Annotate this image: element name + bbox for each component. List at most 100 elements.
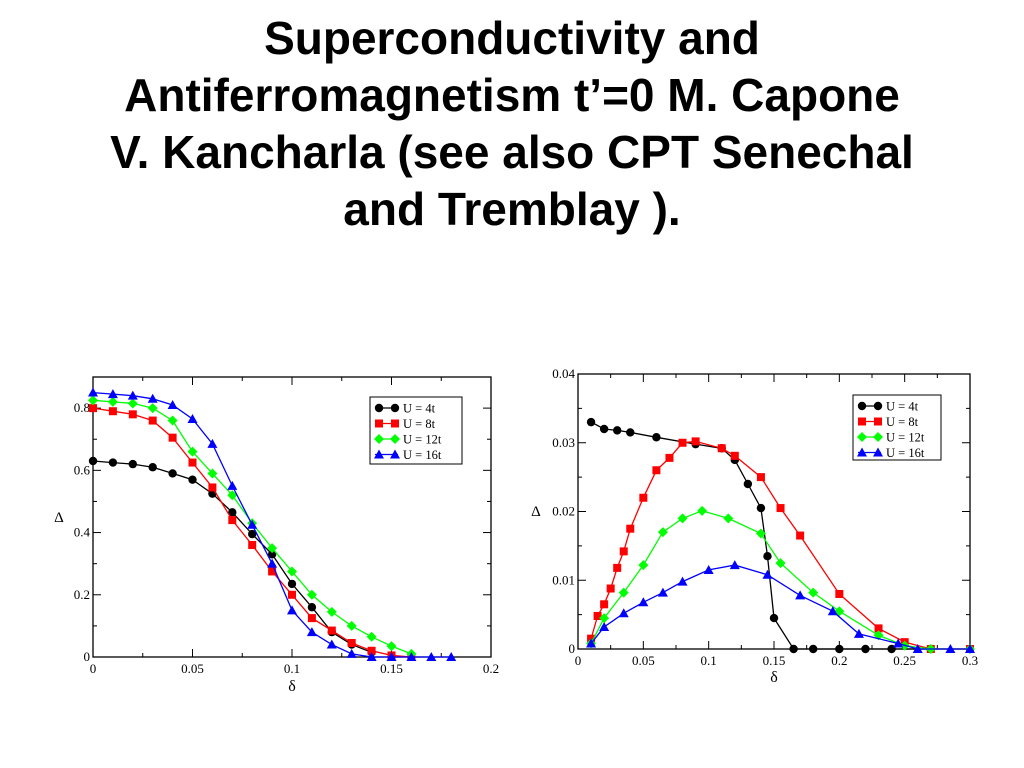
legend-marker <box>390 403 400 413</box>
legend-marker <box>374 449 384 459</box>
x-tick-label: 0.15 <box>380 661 403 676</box>
legend-marker <box>374 403 384 413</box>
series-line <box>590 564 970 650</box>
data-point <box>288 590 296 599</box>
legend-marker <box>375 419 383 428</box>
data-point <box>89 404 97 413</box>
data-point <box>795 590 806 600</box>
x-tick-label: 0.3 <box>962 653 978 668</box>
x-tick-label: 0.1 <box>701 653 717 668</box>
data-point <box>187 414 198 423</box>
data-point <box>657 587 668 597</box>
legend-label: U = 8t <box>403 417 436 431</box>
data-point <box>769 613 779 623</box>
data-point <box>147 403 158 414</box>
data-point <box>326 606 337 617</box>
legend-marker <box>873 432 883 442</box>
data-point <box>626 524 635 533</box>
data-point <box>306 589 317 600</box>
data-point <box>208 483 217 492</box>
legend-label: U = 16t <box>403 448 442 462</box>
x-tick-label: 0.2 <box>483 661 499 676</box>
data-point <box>327 626 336 635</box>
data-point <box>677 576 688 586</box>
legend-marker <box>857 432 867 442</box>
data-point <box>227 480 238 490</box>
data-point <box>618 587 629 598</box>
data-point <box>743 479 753 489</box>
data-point <box>346 620 357 631</box>
data-point <box>703 564 714 574</box>
data-point <box>108 458 118 467</box>
data-point <box>426 652 437 661</box>
data-point <box>107 396 118 407</box>
data-point <box>107 389 118 399</box>
data-point <box>168 469 177 478</box>
data-point <box>835 644 844 654</box>
legend-marker <box>857 447 867 457</box>
data-point <box>638 560 649 571</box>
x-tick-label: 0 <box>90 661 97 676</box>
data-point <box>307 614 316 623</box>
y-tick-label: 0.02 <box>552 504 575 519</box>
data-point <box>827 606 838 616</box>
data-point <box>108 407 117 416</box>
y-tick-label: 0 <box>84 649 91 664</box>
data-point <box>127 390 138 400</box>
data-point <box>912 644 923 653</box>
data-point <box>346 648 357 658</box>
legend-marker <box>874 417 882 426</box>
data-point <box>227 490 238 501</box>
data-point <box>586 638 597 648</box>
data-point <box>730 451 739 460</box>
data-point <box>386 641 397 652</box>
data-point <box>128 410 137 419</box>
data-point <box>168 433 177 442</box>
y-tick-label: 0.8 <box>74 400 90 415</box>
data-point <box>613 426 622 435</box>
data-point <box>147 393 158 403</box>
data-point <box>861 644 870 654</box>
legend-marker <box>391 419 399 428</box>
data-point <box>639 493 648 502</box>
data-point <box>326 639 337 649</box>
y-tick-label: 0.4 <box>74 525 91 540</box>
data-point <box>775 558 786 569</box>
y-tick-label: 0.2 <box>74 587 90 602</box>
title-line: Superconductivity and <box>264 12 760 64</box>
data-point <box>127 398 138 409</box>
data-point <box>207 438 218 448</box>
right-chart: 0 0.05 0.1 0.15 0.2 0.25 0.3 0 0.01 0.02 0.03 0.04 δ… <box>531 366 978 686</box>
data-point <box>776 504 785 513</box>
y-tick-label: 0.01 <box>552 572 575 587</box>
legend-label: U = 4t <box>886 400 919 414</box>
data-point <box>808 587 819 598</box>
data-point <box>207 468 218 479</box>
data-point <box>367 646 376 655</box>
y-axis-label: Δ <box>531 504 541 520</box>
data-point <box>347 639 356 647</box>
data-point <box>652 466 661 475</box>
legend-marker <box>873 447 883 457</box>
data-point <box>306 627 317 637</box>
y-tick-label: 0.04 <box>552 366 575 381</box>
data-point <box>618 608 629 618</box>
data-point <box>756 473 765 482</box>
legend-marker <box>857 401 867 411</box>
data-point <box>729 560 740 570</box>
data-point <box>626 428 635 437</box>
data-point <box>600 600 609 609</box>
data-point <box>586 417 596 427</box>
data-point <box>148 463 157 472</box>
data-point <box>228 508 237 517</box>
data-point <box>789 644 798 654</box>
data-point <box>691 437 700 446</box>
data-point <box>835 590 844 598</box>
x-tick-label: 0.25 <box>893 653 916 668</box>
x-tick-label: 0 <box>575 653 582 668</box>
data-point <box>406 652 417 661</box>
data-point <box>638 597 649 607</box>
legend-marker <box>873 401 883 411</box>
data-point <box>763 551 772 561</box>
data-point <box>366 652 377 661</box>
